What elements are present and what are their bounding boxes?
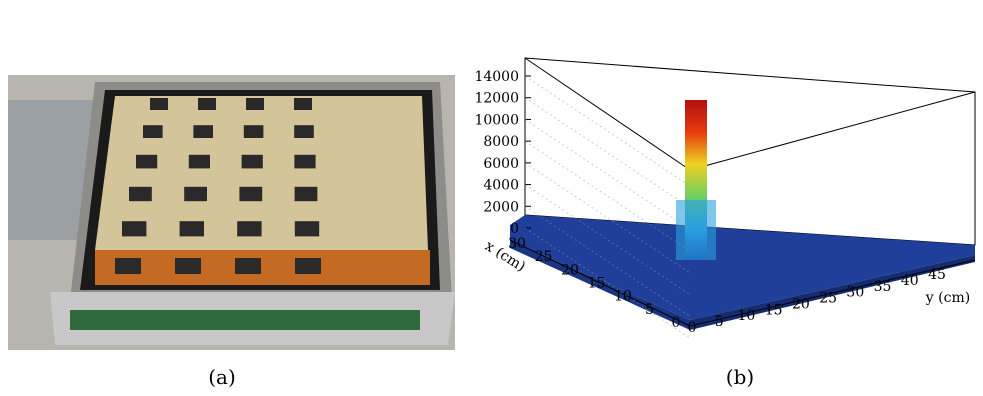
y-tick-label: 25 — [819, 291, 837, 307]
x-tick-label: 30 — [508, 236, 526, 252]
y-tick-label: 5 — [715, 314, 724, 330]
x-tick-label: 0 — [672, 315, 681, 331]
z-tick-label: 12000 — [474, 91, 519, 107]
chip-grid — [115, 98, 321, 274]
y-tick-label: 20 — [792, 296, 810, 312]
grid-line — [524, 119, 691, 230]
chip — [294, 186, 318, 202]
z-tick-label: 0 — [510, 221, 519, 237]
y-tick-label: 10 — [738, 308, 756, 324]
y-axis-label: y (cm) — [925, 290, 970, 306]
chip — [136, 154, 158, 169]
grid-line — [524, 75, 691, 187]
caption: (b) — [726, 365, 754, 389]
chip — [143, 125, 163, 138]
chip — [184, 186, 207, 202]
x-tick-label: 10 — [614, 289, 632, 305]
chip — [175, 258, 201, 274]
chip — [198, 98, 216, 110]
chip — [294, 125, 314, 138]
chip — [295, 258, 321, 274]
y-tick-label: 40 — [901, 273, 919, 289]
y-tick-label: 30 — [846, 285, 864, 301]
chip — [179, 221, 204, 237]
caption: (a) — [208, 365, 236, 389]
x-tick-label: 20 — [561, 262, 579, 278]
z-tick-label: 4000 — [483, 178, 519, 194]
grid-line — [524, 97, 691, 209]
z-tick-label: 14000 — [474, 69, 519, 85]
chip — [294, 98, 312, 110]
x-tick-label: 15 — [588, 276, 606, 292]
chip — [129, 186, 152, 202]
chip — [239, 186, 263, 202]
chip — [294, 221, 320, 237]
chip — [188, 154, 210, 169]
grid-line — [524, 162, 691, 274]
chip — [115, 258, 141, 274]
z-tick-label: 2000 — [483, 199, 519, 215]
x-tick-label: 5 — [645, 302, 654, 318]
chip — [246, 98, 264, 110]
chip — [294, 154, 316, 169]
z-tick-label: 6000 — [483, 156, 519, 172]
chip — [237, 221, 262, 237]
z-tick-label: 8000 — [483, 134, 519, 150]
chip — [235, 258, 261, 274]
grid-line — [524, 227, 691, 339]
grid-line — [524, 184, 691, 295]
chip — [150, 98, 168, 110]
grid-line — [524, 140, 691, 252]
photo — [8, 75, 455, 350]
grid-line — [524, 205, 691, 317]
chip — [241, 154, 263, 169]
chip — [243, 125, 264, 138]
y-tick-label: 0 — [688, 320, 697, 336]
chip — [193, 125, 213, 138]
chip — [122, 221, 147, 237]
y-tick-label: 35 — [874, 279, 892, 295]
y-tick-label: 15 — [765, 302, 783, 318]
y-tick-label: 45 — [928, 267, 946, 283]
lego-plot — [509, 57, 976, 330]
z-tick-label: 10000 — [474, 112, 519, 128]
x-tick-label: 25 — [535, 249, 553, 265]
